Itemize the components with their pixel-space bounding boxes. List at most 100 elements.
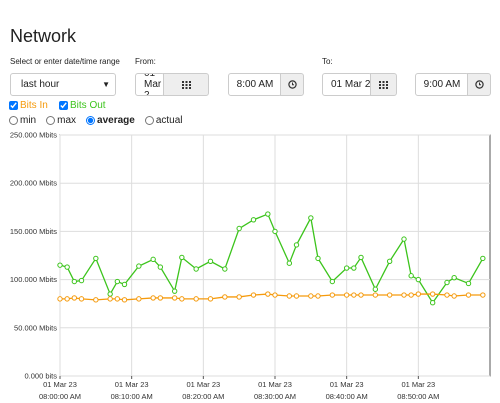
data-point (171, 288, 178, 294)
data-point (136, 263, 142, 269)
data-point (71, 295, 78, 301)
to-date-button[interactable] (370, 73, 397, 96)
mode-label: actual (155, 115, 183, 126)
data-point (308, 293, 314, 299)
data-point (415, 291, 422, 297)
data-point (343, 292, 350, 298)
x-tick-label: 01 Mar 23 08:10:00 AM (111, 380, 153, 401)
to-label: To: (322, 57, 333, 66)
data-point (179, 296, 185, 302)
data-point (78, 296, 85, 302)
legend-label: Bits In (20, 100, 48, 111)
to-time-value: 9:00 AM (423, 79, 461, 90)
range-value: last hour (21, 79, 60, 90)
data-point (286, 260, 293, 266)
data-point (315, 293, 321, 299)
radio[interactable] (46, 116, 56, 125)
y-tick-label: 100.000 Mbits (10, 275, 57, 284)
clock-icon (287, 80, 297, 89)
mode-option[interactable]: average (86, 115, 135, 126)
data-point (150, 256, 156, 263)
mode-label: max (57, 115, 77, 126)
data-point (408, 292, 414, 298)
data-point (451, 274, 457, 281)
to-date-value: 01 Mar 2 (331, 79, 371, 90)
data-point (71, 278, 78, 285)
data-point (329, 278, 336, 285)
data-point (78, 277, 85, 284)
data-point (57, 296, 63, 302)
data-point (480, 292, 486, 298)
dropdown-arrow: ▼ (102, 80, 110, 89)
data-point (429, 291, 436, 297)
data-point (171, 295, 178, 301)
mode-group: min max average actual (9, 115, 183, 126)
mode-option[interactable]: actual (144, 115, 183, 126)
data-point (329, 292, 336, 298)
data-point (351, 292, 357, 298)
x-tick-label: 01 Mar 23 08:00:00 AM (39, 380, 81, 401)
data-point (415, 276, 422, 283)
data-point (386, 292, 393, 298)
data-point (372, 292, 379, 298)
data-point (250, 292, 257, 298)
data-point (57, 262, 63, 268)
radio[interactable] (144, 116, 154, 125)
series-line (59, 213, 484, 304)
data-point (236, 225, 242, 232)
x-tick-label: 01 Mar 23 08:40:00 AM (326, 380, 368, 401)
y-tick-label: 0.000 bits (24, 372, 57, 381)
data-point (315, 255, 321, 262)
data-point (444, 279, 450, 286)
y-tick-label: 50.000 Mbits (14, 323, 57, 332)
data-point (293, 242, 300, 248)
data-point (408, 273, 414, 279)
x-tick-label: 01 Mar 23 08:50:00 AM (397, 380, 439, 401)
data-point (444, 292, 450, 298)
data-point (386, 258, 393, 264)
data-point (465, 292, 472, 298)
y-tick-label: 250.000 Mbits (10, 131, 57, 140)
from-time-value: 8:00 AM (236, 79, 274, 90)
x-tick-label: 01 Mar 23 08:20:00 AM (182, 380, 224, 401)
data-point (121, 297, 128, 303)
to-time-button[interactable] (467, 73, 491, 96)
data-point (193, 296, 199, 302)
radio[interactable] (9, 116, 18, 125)
data-point (286, 293, 293, 299)
checkbox[interactable] (59, 101, 68, 110)
data-point (308, 215, 314, 221)
data-point (250, 217, 257, 223)
data-point (207, 296, 214, 302)
mode-option[interactable]: max (46, 115, 76, 126)
series-toggle[interactable]: Bits Out (59, 100, 106, 111)
legend-label: Bits Out (70, 100, 106, 111)
data-point (451, 293, 457, 299)
radio[interactable] (86, 116, 96, 125)
calendar-icon (379, 80, 388, 89)
data-point (107, 296, 113, 302)
from-time-button[interactable] (280, 73, 304, 96)
data-point (114, 278, 121, 285)
mode-label: average (97, 115, 135, 126)
range-select[interactable]: last hour ▼ (10, 73, 116, 96)
from-time[interactable]: 8:00 AM (228, 73, 282, 96)
mode-option[interactable]: min (9, 115, 36, 126)
data-point (157, 295, 164, 301)
series-toggle[interactable]: Bits In (9, 100, 48, 111)
data-point (136, 296, 142, 302)
data-point (358, 254, 364, 261)
calendar-icon (181, 80, 191, 89)
data-point (465, 280, 472, 287)
y-tick-label: 200.000 Mbits (10, 179, 57, 188)
checkbox[interactable] (9, 101, 18, 110)
data-point (401, 236, 407, 242)
data-point (265, 211, 271, 217)
data-point (64, 296, 70, 302)
data-point (157, 264, 164, 270)
data-point (272, 292, 278, 298)
from-date-button[interactable] (163, 73, 209, 96)
data-point (272, 228, 278, 235)
from-date-value: 01 Mar 2 (144, 73, 162, 96)
